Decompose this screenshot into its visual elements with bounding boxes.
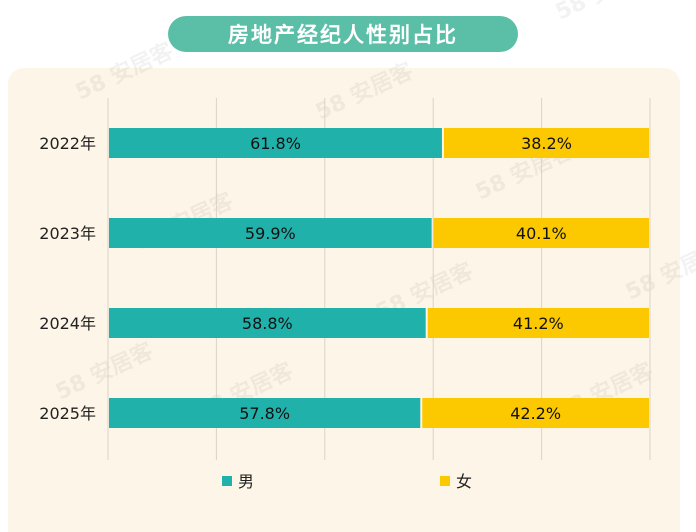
category-label: 2025年 <box>39 404 96 423</box>
data-label: 41.2% <box>513 314 564 333</box>
data-label: 61.8% <box>250 134 301 153</box>
data-label: 58.8% <box>242 314 293 333</box>
bar-男 <box>109 218 432 248</box>
bar-男 <box>109 128 442 158</box>
watermark-text: 58 安居客 <box>52 337 158 405</box>
watermark-text: 58 安居客 <box>72 37 178 105</box>
chart-title: 房地产经纪人性别占比 <box>168 16 518 52</box>
category-label: 2023年 <box>39 224 96 243</box>
data-label: 57.8% <box>239 404 290 423</box>
data-label: 59.9% <box>245 224 296 243</box>
category-label: 2022年 <box>39 134 96 153</box>
data-label: 40.1% <box>516 224 567 243</box>
legend-swatch <box>440 476 450 486</box>
bar-女 <box>433 218 649 248</box>
bar-男 <box>109 398 421 428</box>
watermark-text: 58 安居客 <box>552 0 658 25</box>
watermark-text: 58 安居客 <box>312 57 418 125</box>
data-label: 38.2% <box>521 134 572 153</box>
data-label: 42.2% <box>510 404 561 423</box>
bar-女 <box>422 398 649 428</box>
bar-男 <box>109 308 426 338</box>
legend-swatch <box>222 476 232 486</box>
bar-女 <box>427 308 649 338</box>
legend-label: 男 <box>238 472 254 491</box>
legend-label: 女 <box>456 472 472 491</box>
category-label: 2024年 <box>39 314 96 333</box>
bar-女 <box>443 128 649 158</box>
